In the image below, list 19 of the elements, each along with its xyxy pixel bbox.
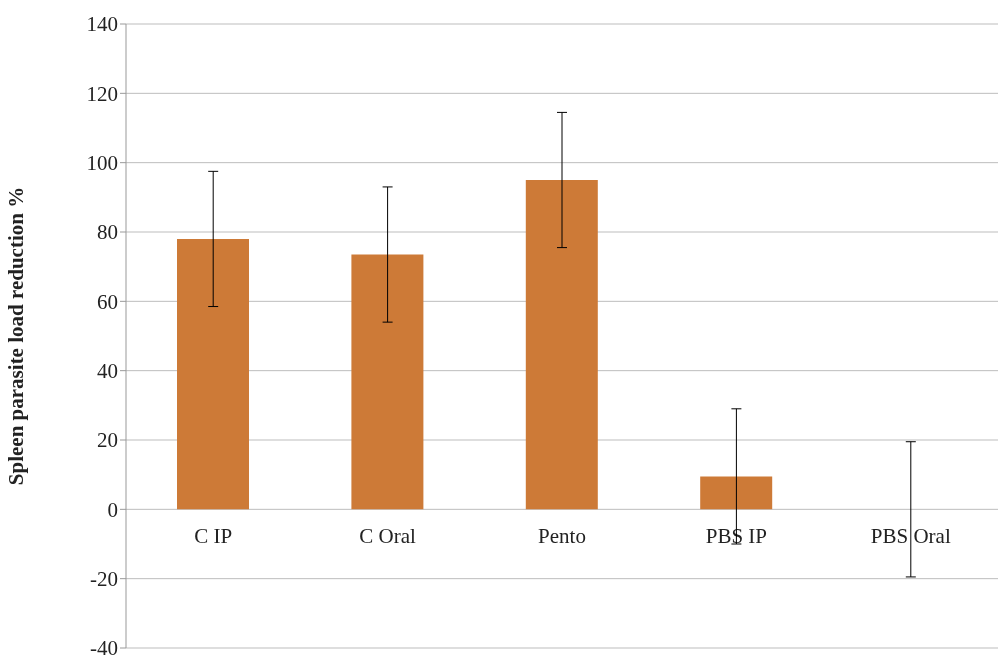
- y-tick-label: 100: [86, 151, 118, 176]
- y-tick-label: -40: [90, 636, 118, 661]
- bar: [525, 180, 598, 510]
- x-tick-label: C IP: [194, 524, 233, 549]
- y-tick-label: 120: [86, 81, 118, 106]
- y-tick-label: 60: [97, 289, 118, 314]
- y-tick-label: 140: [86, 12, 118, 37]
- x-tick-label: Pento: [538, 524, 586, 549]
- bar: [700, 476, 773, 510]
- y-tick-label: 0: [107, 497, 118, 522]
- y-tick-label: -20: [90, 567, 118, 592]
- x-tick-label: C Oral: [359, 524, 417, 549]
- y-axis-title: Spleen parasite load reduction %: [4, 186, 29, 486]
- bar: [177, 238, 249, 510]
- y-tick-label: 20: [97, 428, 118, 453]
- bar: [351, 254, 424, 510]
- y-tick-label: 80: [97, 220, 118, 245]
- x-tick-label: PBS Oral: [870, 524, 951, 549]
- y-tick-label: 40: [97, 359, 118, 384]
